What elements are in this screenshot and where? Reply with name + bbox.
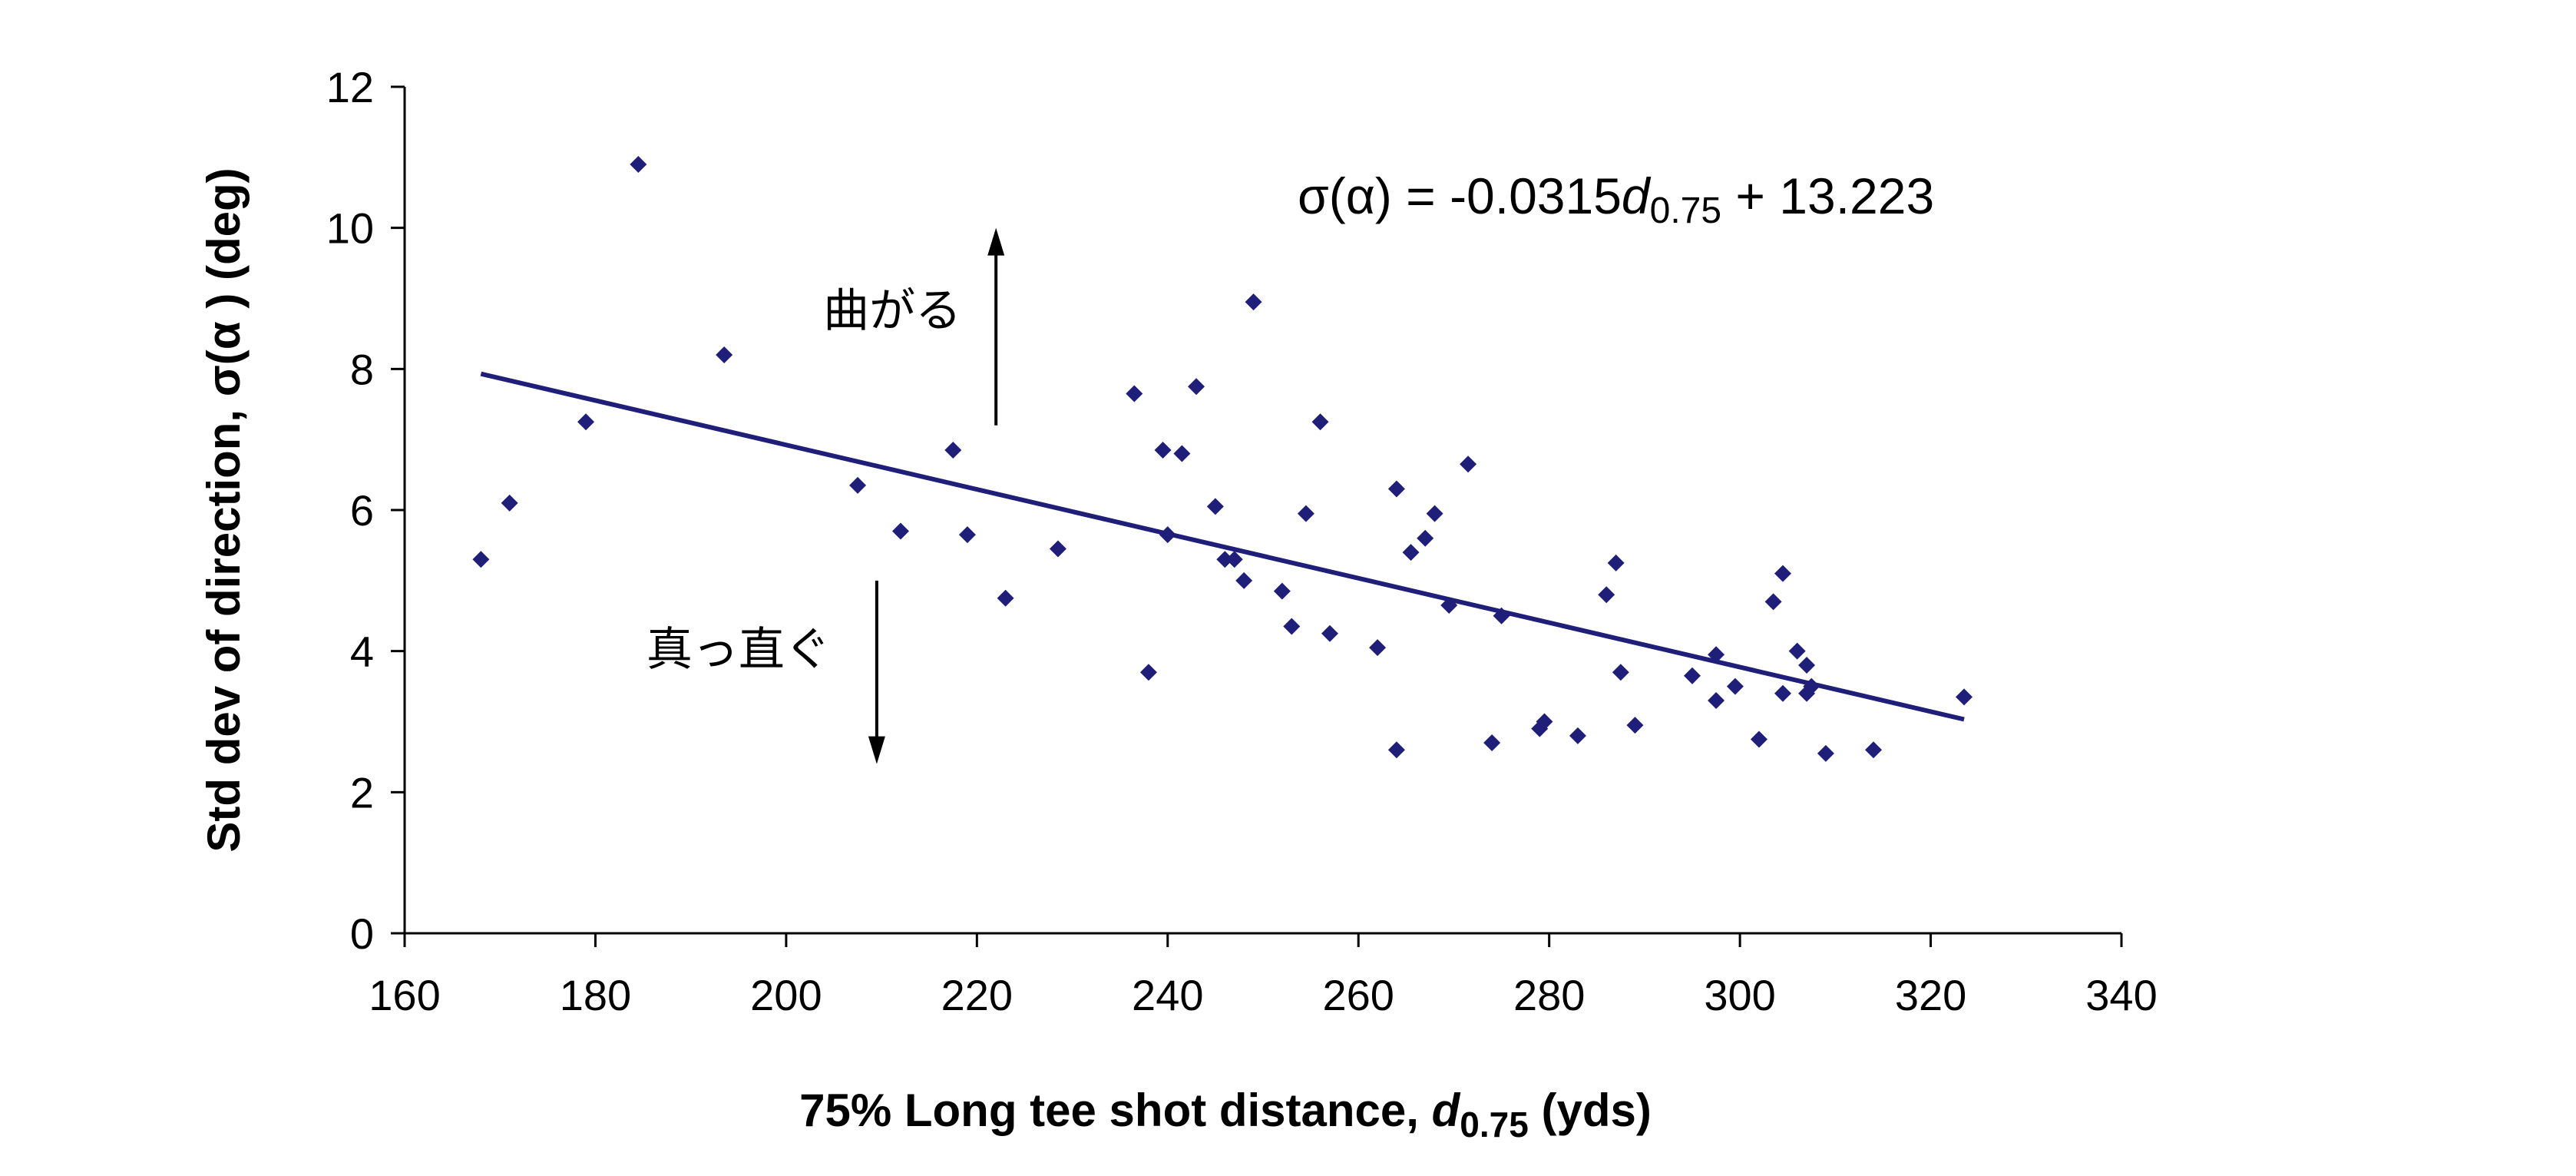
annotation-arrowhead [868,736,885,764]
data-point [1598,586,1615,604]
x-tick-label: 320 [1895,971,1966,1019]
data-point [1708,691,1725,709]
data-point [1798,657,1816,674]
x-tick-label: 240 [1132,971,1203,1019]
data-point [1049,540,1066,558]
y-tick-label: 12 [326,63,374,111]
x-tick-label: 300 [1704,971,1775,1019]
data-point [1387,480,1405,498]
y-tick-label: 8 [350,345,374,393]
data-point [1483,734,1501,752]
data-point [1493,607,1510,624]
data-point [1956,688,1973,706]
data-point [1369,639,1387,657]
data-point [1126,385,1143,402]
annotation-label: 真っ直ぐ [646,624,831,675]
data-point [1159,526,1176,544]
x-tick-label: 180 [560,971,631,1019]
data-point [1235,571,1253,589]
data-point [1750,730,1767,748]
data-point [1154,441,1172,459]
annotation-label: 曲がる [823,285,961,336]
trendline-equation: σ(α) = -0.0315d0.75 + 13.223 [1298,167,1934,231]
data-point [1788,642,1806,660]
data-point [1626,717,1644,734]
data-point [1726,677,1744,695]
x-tick-label: 280 [1513,971,1585,1019]
data-point [1417,529,1434,547]
data-point [716,346,733,363]
data-point [1283,618,1301,635]
data-point [501,494,518,512]
data-point [997,589,1014,607]
data-point [1245,293,1262,311]
x-tick-label: 160 [369,971,440,1019]
data-points [472,156,1973,762]
data-point [630,156,647,174]
data-point [1607,554,1625,571]
data-point [1612,664,1629,681]
x-tick-label: 200 [750,971,822,1019]
data-point [1426,505,1443,522]
data-point [577,413,595,431]
x-tick-label: 260 [1323,971,1394,1019]
data-point [1173,445,1191,462]
data-point [1321,624,1338,642]
data-point [1536,713,1553,730]
data-point [1216,551,1234,568]
y-tick-label: 4 [350,628,374,676]
y-tick-label: 6 [350,486,374,535]
data-point [891,522,909,540]
x-tick-label: 220 [941,971,1013,1019]
data-point [1387,741,1405,759]
data-point [944,441,962,459]
data-point [1225,551,1243,568]
data-point [958,526,976,544]
data-point [1708,646,1725,664]
y-tick-label: 2 [350,768,374,817]
data-point [1273,582,1291,600]
data-point [1311,413,1329,431]
y-tick-label: 10 [326,204,374,253]
data-point [472,551,490,568]
data-point [1460,455,1477,473]
data-point [849,476,867,494]
data-point [1684,667,1701,684]
x-tick-label: 340 [2085,971,2157,1019]
data-point [1774,684,1792,702]
annotation-arrowhead [987,227,1005,256]
data-point [1817,744,1834,762]
y-tick-label: 0 [350,909,374,958]
data-point [1206,498,1224,515]
data-point [1188,378,1205,396]
axes: 0 2 4 6 8 10 12 160 180 200 220 240 260 280 300 320 340 [326,63,2158,1019]
data-point [1139,664,1157,681]
data-point [1774,565,1792,582]
data-point [1569,727,1586,744]
data-point [1297,505,1314,522]
data-point [1440,596,1458,614]
data-point [1865,741,1883,759]
data-point [1402,544,1420,561]
data-point [1764,593,1782,611]
y-axis-title: Std dev of direction, σ(α ) (deg) [198,167,250,852]
data-point [1803,677,1820,695]
x-axis-title: 75% Long tee shot distance, d0.75 (yds) [799,1085,1652,1145]
